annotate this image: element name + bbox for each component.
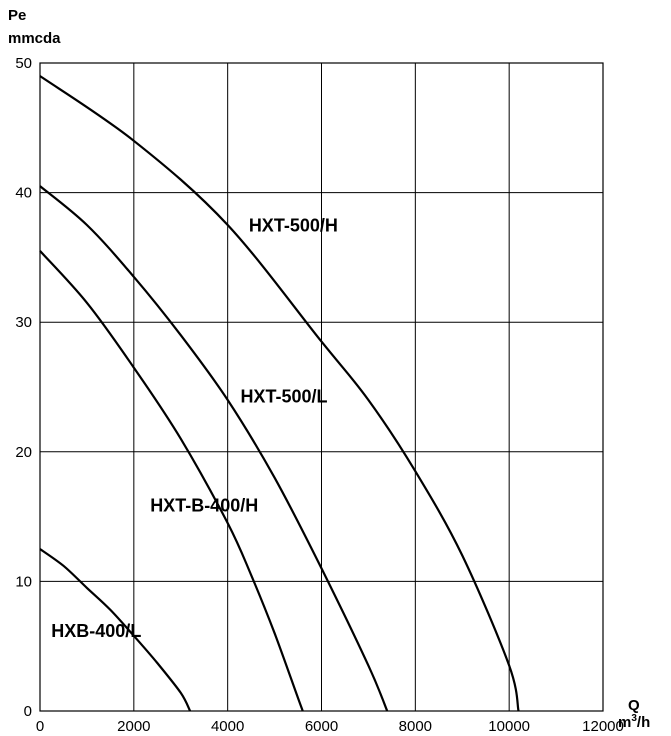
y-axis-title-line2: mmcda xyxy=(8,30,61,47)
x-axis-unit-superscript: 3 xyxy=(631,713,637,724)
curve-hxb-400-l xyxy=(39,548,192,712)
y-tick-labels: 0 10 20 30 40 50 xyxy=(15,55,32,720)
curve-hxt-500-h xyxy=(39,75,520,712)
x-axis-title-unit: m3/h xyxy=(618,713,650,731)
y-tick-label: 40 xyxy=(15,185,32,202)
plot-frame xyxy=(39,62,604,712)
x-tick-label: 2000 xyxy=(117,718,150,735)
x-tick-label: 10000 xyxy=(488,718,530,735)
x-axis-unit-m: m xyxy=(618,714,631,731)
x-tick-labels: 0 2000 4000 6000 8000 10000 12000 xyxy=(36,718,624,735)
curve-label-hxt-b-400-h: HXT-B-400/H xyxy=(150,495,258,515)
y-axis-title-line1: Pe xyxy=(8,7,26,24)
y-tick-label: 20 xyxy=(15,444,32,461)
y-tick-label: 10 xyxy=(15,573,32,590)
x-tick-label: 0 xyxy=(36,718,44,735)
curve-hxt-500-l xyxy=(39,185,389,712)
curve-label-hxt-500-l: HXT-500/L xyxy=(240,387,327,407)
curves xyxy=(39,75,520,712)
x-tick-label: 6000 xyxy=(305,718,338,735)
curve-labels: HXT-500/H HXT-500/L HXT-B-400/H HXB-400/L xyxy=(51,215,338,641)
x-tick-label: 8000 xyxy=(399,718,432,735)
y-tick-label: 0 xyxy=(24,703,32,720)
y-tick-label: 30 xyxy=(15,314,32,331)
x-axis-unit-per-hour: /h xyxy=(637,714,650,731)
curve-label-hxt-500-h: HXT-500/H xyxy=(249,215,338,235)
curve-label-hxb-400-l: HXB-400/L xyxy=(51,621,141,641)
grid-lines xyxy=(40,63,603,711)
curve-hxt-b-400-h xyxy=(39,250,304,712)
x-tick-label: 4000 xyxy=(211,718,244,735)
x-axis-title-q: Q xyxy=(628,697,640,714)
x-tick-label: 12000 xyxy=(582,718,624,735)
y-tick-label: 50 xyxy=(15,55,32,72)
